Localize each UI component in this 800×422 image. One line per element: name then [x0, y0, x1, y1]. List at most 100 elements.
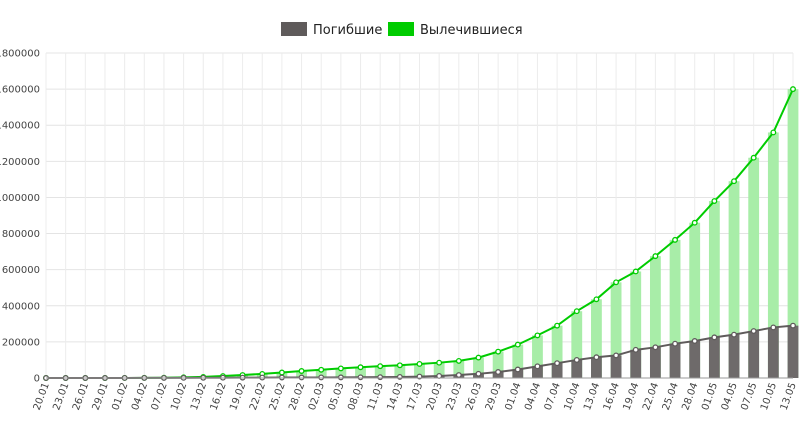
deaths-point	[337, 374, 344, 381]
recovered-bar	[453, 360, 465, 378]
x-tick-label: 19.04	[621, 381, 641, 412]
recovered-bar	[492, 351, 504, 378]
deaths-bar	[728, 334, 740, 378]
x-tick-label: 25.04	[661, 381, 681, 412]
deaths-point	[357, 374, 364, 381]
recovered-bar	[551, 325, 563, 378]
deaths-point	[554, 360, 561, 367]
recovered-bar	[669, 239, 681, 378]
deaths-point	[514, 366, 521, 373]
x-tick-label: 16.04	[602, 381, 622, 412]
x-tick-label: 13.04	[582, 381, 602, 412]
legend-swatch	[388, 22, 414, 36]
deaths-point	[790, 322, 796, 329]
legend: Погибшие Вылечившиеся	[281, 22, 523, 38]
x-tick-label: 10.02	[169, 381, 189, 412]
recovered-point	[436, 359, 443, 366]
recovered-bar	[591, 299, 602, 378]
deaths-point	[298, 374, 305, 381]
x-tick-label: 10.04	[562, 381, 582, 412]
deaths-bar	[669, 343, 681, 378]
deaths-bar	[551, 363, 563, 378]
x-tick-label: 08.03	[346, 381, 366, 412]
y-tick-label: 1400000	[0, 121, 40, 132]
x-tick-label: 20.01	[32, 381, 52, 412]
recovered-point	[455, 357, 462, 364]
recovered-point	[278, 369, 285, 376]
x-tick-label: 23.01	[51, 381, 71, 412]
x-tick-label: 20.03	[425, 381, 445, 412]
deaths-point	[455, 372, 462, 378]
deaths-point	[672, 340, 679, 347]
recovered-bar	[355, 367, 366, 378]
deaths-bar	[571, 359, 583, 378]
recovered-bar	[433, 362, 445, 378]
deaths-point	[652, 344, 659, 351]
recovered-point	[790, 86, 796, 93]
deaths-bar	[689, 340, 701, 378]
recovered-bar	[374, 366, 386, 378]
y-tick-label: 400000	[2, 301, 40, 312]
deaths-bar	[610, 355, 622, 378]
deaths-point	[632, 346, 639, 353]
recovered-bar	[532, 335, 543, 378]
x-tick-label: 16.02	[209, 381, 229, 412]
recovered-point	[573, 308, 580, 315]
recovered-bar	[728, 181, 740, 378]
x-tick-label: 04.05	[720, 381, 740, 412]
x-tick-label: 01.04	[503, 381, 523, 412]
x-tick-label: 07.05	[739, 381, 759, 412]
bars	[99, 89, 799, 378]
recovered-bar	[512, 344, 524, 378]
deaths-bar	[767, 327, 779, 378]
recovered-bar	[767, 132, 779, 378]
recovered-point	[593, 296, 600, 303]
y-tick-label: 1000000	[0, 193, 40, 204]
y-tick-label: 800000	[2, 229, 40, 240]
recovered-point	[750, 154, 757, 161]
deaths-bar	[532, 366, 543, 378]
recovered-bar	[630, 271, 642, 378]
deaths-point	[573, 356, 580, 363]
deaths-point	[475, 370, 482, 377]
recovered-bar	[787, 89, 799, 378]
deaths-bar	[708, 337, 720, 378]
x-tick-label: 22.04	[641, 381, 661, 412]
recovered-bar	[571, 311, 583, 378]
x-tick-label: 28.02	[287, 381, 307, 412]
recovered-point	[416, 361, 423, 367]
recovered-point	[298, 368, 305, 374]
recovered-point	[632, 268, 639, 275]
x-tick-label: 29.01	[91, 381, 111, 412]
recovered-point	[318, 366, 325, 373]
legend-item-recovered: Вылечившиеся	[388, 22, 523, 38]
deaths-point	[691, 338, 698, 344]
x-tick-label: 22.02	[248, 381, 268, 412]
x-tick-label: 10.05	[759, 381, 779, 412]
x-tick-label: 25.02	[268, 381, 288, 412]
recovered-bar	[649, 256, 661, 378]
deaths-bar	[630, 349, 642, 378]
x-tick-label: 04.04	[523, 381, 543, 412]
deaths-point	[534, 363, 541, 370]
x-tick-label: 05.03	[327, 381, 347, 412]
legend-swatch	[281, 22, 307, 36]
recovered-point	[377, 363, 384, 370]
x-tick-label: 13.05	[779, 381, 799, 412]
recovered-point	[475, 354, 482, 361]
legend-item-deaths: Погибшие	[281, 22, 382, 38]
deaths-point	[613, 352, 620, 359]
deaths-bar	[748, 331, 760, 378]
deaths-bar	[512, 369, 524, 378]
recovered-bar	[394, 365, 406, 378]
x-tick-label: 11.03	[366, 381, 386, 412]
deaths-point	[495, 369, 502, 375]
x-tick-label: 14.03	[386, 381, 406, 412]
recovered-point	[534, 332, 541, 339]
recovered-bar	[335, 368, 347, 378]
legend-label: Погибшие	[313, 23, 382, 38]
x-tick-label: 07.02	[150, 381, 170, 412]
recovered-bar	[748, 157, 760, 378]
y-tick-label: 1200000	[0, 157, 40, 168]
